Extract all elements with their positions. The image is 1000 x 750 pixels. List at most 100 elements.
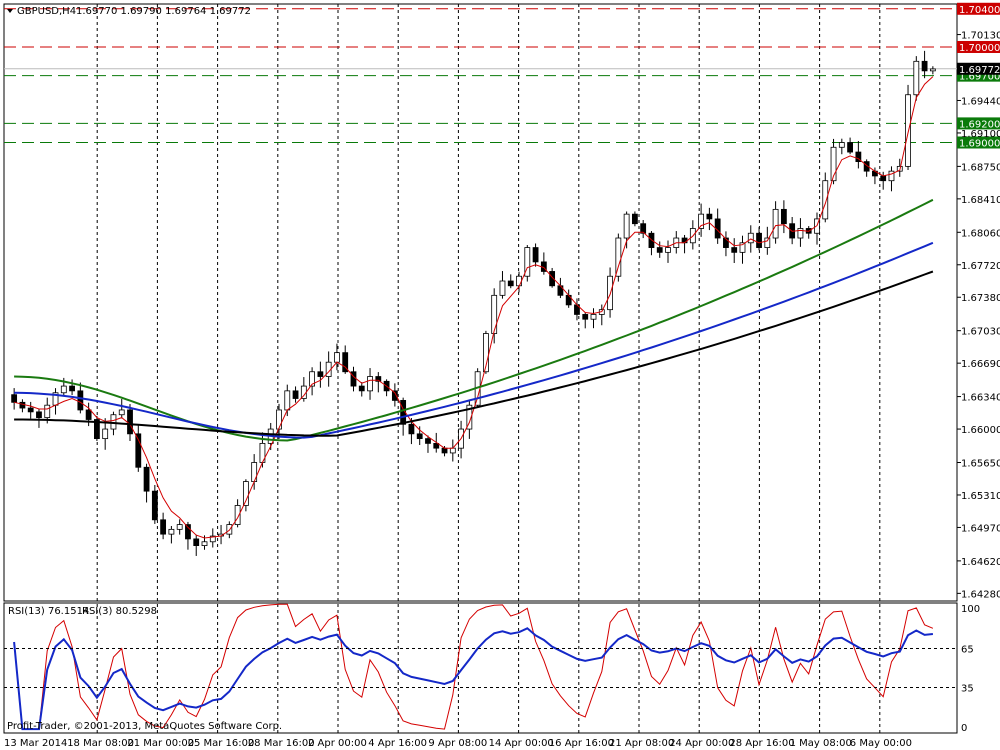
rsi-tick-label: 35 — [961, 684, 974, 695]
candle-body — [838, 142, 845, 148]
rsi13-line — [13, 627, 934, 731]
current-price-tag — [957, 62, 1000, 75]
x-tick-label: 14 Apr 00:00 — [489, 738, 554, 749]
ohlc-label: 1.69770 1.69790 1.69764 1.69772 — [76, 6, 251, 17]
candle-body — [863, 161, 870, 172]
x-tick-label: 21 Apr 08:00 — [609, 738, 674, 749]
copyright-text: Profit-Trader, ©2001-2013, MetaQuotes So… — [7, 721, 282, 732]
candle-body — [416, 433, 423, 440]
candle-body — [300, 385, 307, 399]
candle-body — [425, 438, 431, 444]
candle-body — [168, 528, 175, 535]
candle-body — [747, 232, 754, 244]
x-tick-label: 28 Mar 16:00 — [248, 738, 315, 749]
candle-body — [193, 538, 200, 546]
moving-average-ma_blue — [14, 241, 934, 439]
candle-body — [615, 237, 622, 277]
y-tick-label: 1.65310 — [961, 491, 1000, 502]
y-tick-label: 1.68750 — [961, 162, 1000, 173]
candle-body — [127, 409, 133, 435]
candle-body — [375, 376, 382, 382]
candle-body — [449, 447, 456, 454]
candle-body — [756, 232, 762, 248]
x-tick-label: 18 Mar 08:00 — [67, 738, 134, 749]
candle-body — [706, 213, 713, 220]
level-label: 1.70000 — [959, 43, 1000, 54]
candle-body — [334, 352, 340, 363]
level-tag — [957, 136, 1000, 149]
level-label: 1.70400 — [959, 5, 1000, 16]
candle-body — [69, 385, 75, 392]
candle-body — [929, 68, 936, 72]
candle-body — [888, 170, 895, 182]
candle-body — [160, 519, 167, 535]
rsi-tick-label: 0 — [961, 723, 967, 734]
candle-body — [292, 390, 299, 399]
rsi-panel[interactable] — [3, 602, 958, 734]
candle-body — [185, 524, 191, 540]
candle-body — [631, 213, 638, 225]
y-tick-label: 1.64620 — [961, 557, 1000, 568]
x-tick-label: 25 Mar 16:00 — [188, 738, 255, 749]
candle-body — [524, 247, 531, 277]
candle-body — [731, 247, 738, 253]
candle-body — [242, 481, 249, 506]
candle-body — [358, 385, 365, 392]
candle-body — [549, 271, 556, 287]
candle-body — [11, 394, 18, 403]
x-tick-label: 2 Apr 00:00 — [308, 738, 367, 749]
price-panel[interactable] — [3, 3, 958, 602]
candle-body — [201, 541, 208, 546]
candle-body — [209, 535, 216, 543]
candle-body — [27, 407, 34, 413]
candle-body — [44, 404, 51, 419]
candle-body — [342, 352, 349, 373]
rsi13-label: RSI(13) 76.1514 — [8, 606, 89, 617]
candle-body — [234, 505, 241, 525]
candle-body — [665, 247, 671, 253]
candle-body — [681, 237, 688, 244]
candle-body — [408, 423, 415, 435]
candle-body — [85, 409, 92, 420]
candle-body — [623, 213, 630, 239]
candle-body — [367, 376, 373, 392]
candle-body — [391, 390, 398, 401]
candle-body — [60, 385, 67, 394]
candle-body — [94, 419, 100, 440]
candle-body — [880, 175, 887, 182]
moving-average-ma_black — [14, 270, 934, 437]
candle-body — [176, 524, 183, 530]
candle-body — [582, 314, 589, 320]
candle-body — [499, 280, 506, 296]
candle-body — [284, 390, 291, 411]
dropdown-triangle-icon[interactable] — [7, 9, 13, 13]
candle-body — [913, 60, 920, 96]
y-tick-label: 1.67380 — [961, 293, 1000, 304]
candle-body — [466, 404, 473, 430]
candle-body — [656, 247, 663, 253]
candle-body — [830, 146, 837, 182]
candle-body — [507, 280, 514, 287]
y-tick-label: 1.64280 — [961, 589, 1000, 600]
candle-body — [764, 237, 771, 248]
level-tag — [957, 40, 1000, 53]
level-label: 1.69700 — [959, 72, 1000, 83]
y-tick-label: 1.66000 — [961, 425, 1000, 436]
y-tick-label: 1.66340 — [961, 393, 1000, 404]
moving-averages — [13, 76, 934, 539]
symbol-label: GBPUSD,H4 — [17, 6, 76, 17]
candle-body — [698, 213, 705, 229]
price-axis: 1.70130 1.69440 1.69100 1.68750 1.68410 1.680… — [957, 31, 1000, 600]
candle-body — [772, 208, 779, 239]
candle-body — [118, 409, 125, 416]
rsi-lines — [13, 603, 934, 731]
candle-body — [151, 490, 158, 521]
candle-body — [276, 409, 282, 430]
rsi-axis: 100 65 35 0 — [4, 604, 980, 734]
candle-body — [640, 223, 647, 234]
candle-body — [36, 411, 42, 419]
price-levels: 1.70400 1.70000 1.69700 1.69200 1.69000 1.697… — [4, 2, 1000, 150]
moving-average-ma_green — [14, 198, 934, 442]
